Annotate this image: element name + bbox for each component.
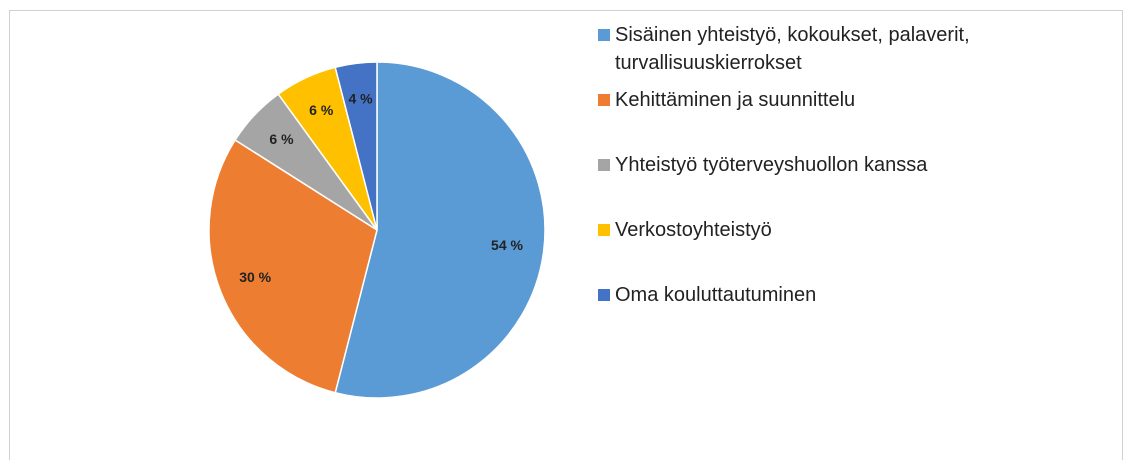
legend-swatch: [598, 29, 610, 41]
legend-label: Oma kouluttautuminen: [615, 284, 817, 306]
pie-slice: [208, 138, 378, 394]
chart-frame: [9, 10, 1123, 460]
legend-swatch: [598, 159, 610, 171]
pie-slice: [334, 61, 378, 231]
legend-label: Yhteistyö työterveyshuollon kanssa: [615, 154, 928, 176]
legend-swatch: [598, 289, 610, 301]
data-label: 6 %: [269, 131, 294, 147]
legend-item: Oma kouluttautuminen: [598, 281, 1068, 309]
legend-item: Kehittäminen ja suunnittelu: [598, 86, 1068, 114]
chart: 54 % 30 % 6 % 6 % 4 %: [208, 61, 546, 399]
legend-swatch: [598, 224, 610, 236]
data-label: 6 %: [309, 102, 334, 118]
legend-label: Sisäinen yhteistyö, kokoukset, palaverit…: [615, 24, 970, 74]
legend-label: Verkostoyhteistyö: [615, 219, 772, 241]
legend-item: Yhteistyö työterveyshuollon kanssa: [598, 151, 1068, 179]
legend-item: Verkostoyhteistyö: [598, 216, 1068, 244]
legend-label: Kehittäminen ja suunnittelu: [615, 89, 856, 111]
data-label: 30 %: [239, 269, 271, 285]
data-label: 4 %: [349, 91, 374, 107]
page: 54 % 30 % 6 % 6 % 4 % Sisäinen yhteistyö, ko…: [9, 10, 1123, 460]
data-label: 54 %: [491, 237, 523, 253]
pie-slice: [334, 61, 546, 399]
legend-swatch: [598, 94, 610, 106]
legend-item: Sisäinen yhteistyö, kokoukset, palaverit…: [598, 21, 1068, 77]
